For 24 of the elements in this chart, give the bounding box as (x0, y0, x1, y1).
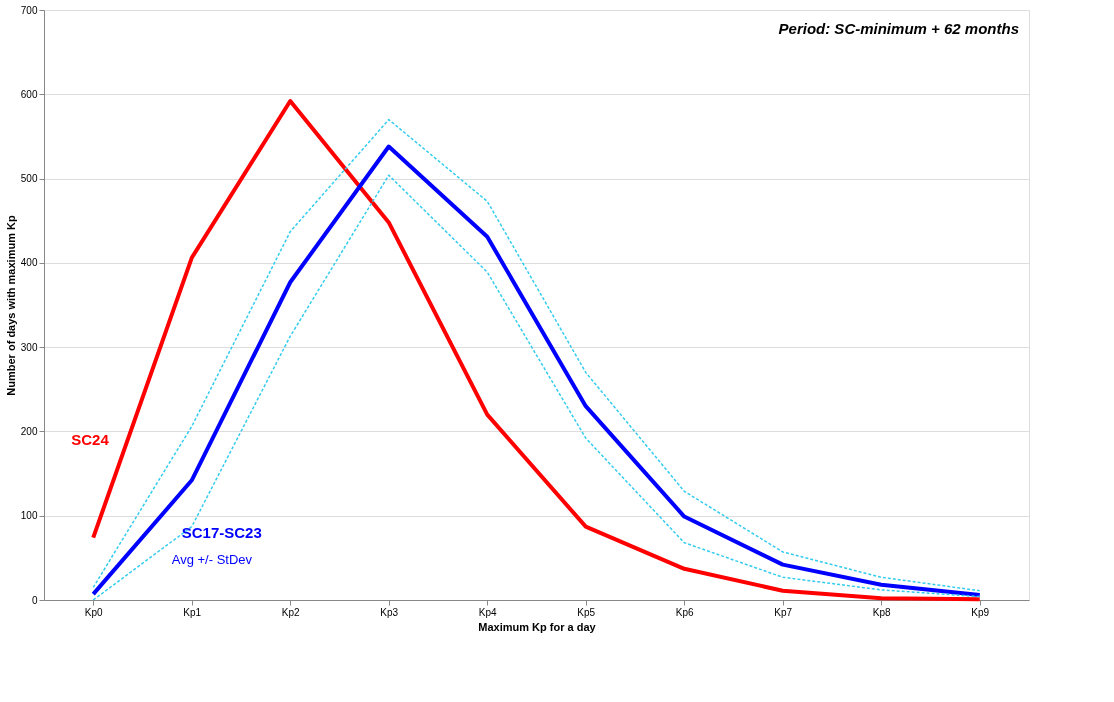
y-tick-label: 400 (20, 257, 38, 269)
x-tick-label: Kp7 (774, 606, 793, 618)
series-label: SC24 (71, 430, 110, 448)
y-tick-label: 100 (20, 510, 38, 522)
x-tick-label: Kp2 (281, 606, 301, 618)
y-tick-label: 0 (31, 594, 38, 606)
x-tick-label: Kp4 (478, 606, 498, 618)
annotation: Period: SC-minimum + 62 months (778, 20, 1019, 37)
y-axis-title: Number of days with maximum Kp (4, 215, 17, 396)
x-tick-label: Kp9 (971, 606, 990, 618)
x-tick-label: Kp3 (380, 606, 399, 618)
x-tick-label: Kp0 (84, 606, 104, 618)
y-tick-label: 300 (20, 341, 38, 353)
x-tick-label: Kp1 (183, 606, 202, 618)
y-tick-label: 200 (20, 425, 38, 437)
annotation: Avg +/- StDev (171, 551, 253, 567)
x-tick-label: Kp8 (872, 606, 892, 618)
x-tick-label: Kp5 (577, 606, 596, 618)
x-axis-title: Maximum Kp for a day (478, 620, 597, 633)
series-label: SC17-SC23 (181, 523, 262, 541)
y-tick-label: 600 (20, 88, 38, 100)
y-tick-label: 500 (20, 173, 38, 185)
x-tick-label: Kp6 (675, 606, 695, 618)
y-tick-label: 700 (20, 4, 38, 16)
